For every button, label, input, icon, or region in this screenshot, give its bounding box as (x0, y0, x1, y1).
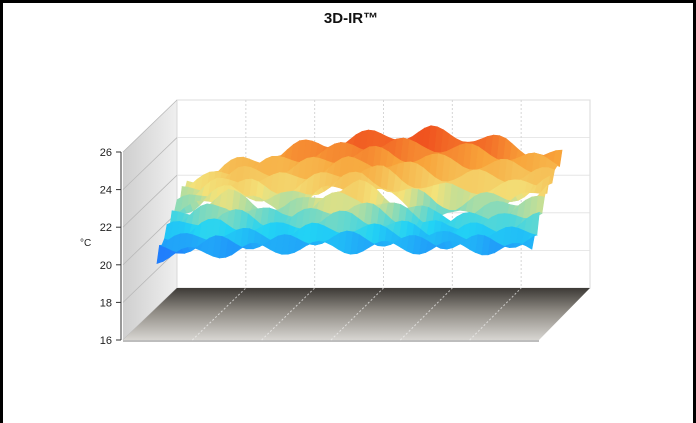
z-tick-label: 22 (100, 222, 112, 234)
side-grid-line (122, 137, 178, 190)
z-axis-label: °C (80, 238, 91, 249)
side-grid-line (122, 212, 178, 266)
chart-title: 3D-IR™ (323, 10, 379, 27)
side-grid-line (122, 174, 178, 228)
temperature-surface (156, 125, 563, 265)
floor-grid-line (261, 287, 316, 341)
floor-edge (123, 340, 539, 342)
floor-grid-line (469, 287, 522, 341)
z-tick-label: 18 (100, 297, 112, 309)
floor-grid (191, 287, 522, 341)
surface-cell (540, 175, 550, 194)
side-grid-line (122, 99, 178, 153)
surface-cell (525, 235, 535, 250)
z-tick-label: 24 (100, 185, 112, 197)
floor-grid-line (330, 287, 384, 341)
z-tick-label: 26 (100, 147, 112, 159)
floor-grid-line (399, 287, 453, 341)
z-tick-label: 20 (100, 260, 112, 272)
z-axis-ticks: 16 18 20 22 24 26 (100, 147, 121, 347)
side-wall (123, 100, 177, 340)
z-tick-label: 16 (100, 335, 112, 347)
side-grid-line (122, 250, 178, 303)
floor-plane (123, 288, 590, 340)
floor-grid-line (191, 287, 247, 341)
